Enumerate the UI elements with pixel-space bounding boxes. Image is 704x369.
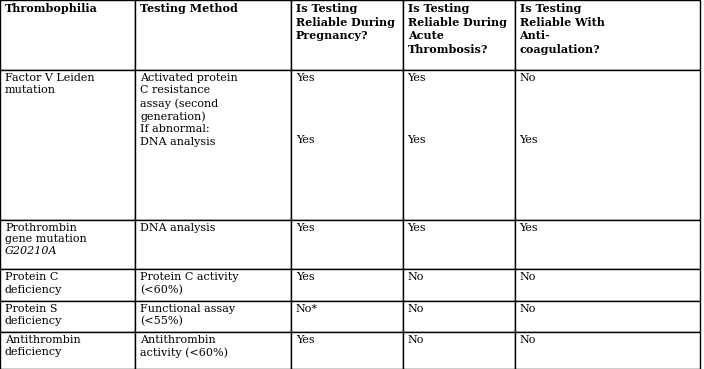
Bar: [515, 269, 700, 301]
Bar: [291, 301, 403, 332]
Bar: [515, 220, 700, 269]
Text: Is Testing
Reliable During
Pregnancy?: Is Testing Reliable During Pregnancy?: [296, 3, 395, 41]
Text: No: No: [408, 272, 424, 282]
Text: No*: No*: [296, 304, 318, 314]
Bar: [515, 0, 700, 70]
Bar: [0, 220, 135, 269]
Text: Antithrombin
activity (<60%): Antithrombin activity (<60%): [140, 335, 228, 358]
Text: Antithrombin
deficiency: Antithrombin deficiency: [5, 335, 81, 358]
Bar: [403, 332, 515, 369]
Bar: [403, 0, 515, 70]
Bar: [403, 269, 515, 301]
Bar: [0, 0, 135, 70]
Text: DNA analysis: DNA analysis: [140, 223, 215, 232]
Bar: [515, 301, 700, 332]
Text: No: No: [520, 304, 536, 314]
Text: G20210A: G20210A: [5, 246, 58, 256]
Text: Yes: Yes: [296, 272, 314, 282]
Text: Activated protein
C resistance
assay (second
generation)
If abnormal:
DNA analys: Activated protein C resistance assay (se…: [140, 73, 238, 146]
Text: No: No: [520, 272, 536, 282]
Bar: [291, 70, 403, 220]
Text: Is Testing
Reliable During
Acute
Thrombosis?: Is Testing Reliable During Acute Thrombo…: [408, 3, 507, 55]
Text: Protein C activity
(<60%): Protein C activity (<60%): [140, 272, 239, 295]
Text: Protein C
deficiency: Protein C deficiency: [5, 272, 62, 295]
Text: Prothrombin: Prothrombin: [5, 223, 77, 232]
Text: Yes: Yes: [520, 223, 538, 232]
Bar: [135, 269, 291, 301]
Text: Is Testing
Reliable With
Anti-
coagulation?: Is Testing Reliable With Anti- coagulati…: [520, 3, 605, 55]
Text: No: No: [408, 335, 424, 345]
Bar: [0, 269, 135, 301]
Bar: [135, 0, 291, 70]
Text: Thrombophilia: Thrombophilia: [5, 3, 98, 14]
Bar: [0, 70, 135, 220]
Text: Functional assay
(<55%): Functional assay (<55%): [140, 304, 235, 327]
Bar: [403, 70, 515, 220]
Bar: [291, 220, 403, 269]
Bar: [515, 70, 700, 220]
Bar: [135, 332, 291, 369]
Bar: [0, 332, 135, 369]
Text: Protein S
deficiency: Protein S deficiency: [5, 304, 62, 326]
Text: No




Yes: No Yes: [520, 73, 538, 145]
Text: Yes




Yes: Yes Yes: [408, 73, 426, 145]
Bar: [0, 301, 135, 332]
Bar: [291, 269, 403, 301]
Text: Yes: Yes: [296, 223, 314, 232]
Bar: [403, 301, 515, 332]
Bar: [291, 0, 403, 70]
Text: Yes




Yes: Yes Yes: [296, 73, 314, 145]
Text: gene mutation: gene mutation: [5, 234, 87, 244]
Bar: [135, 70, 291, 220]
Bar: [135, 301, 291, 332]
Bar: [291, 332, 403, 369]
Bar: [403, 220, 515, 269]
Bar: [515, 332, 700, 369]
Text: No: No: [408, 304, 424, 314]
Text: No: No: [520, 335, 536, 345]
Text: Factor V Leiden
mutation: Factor V Leiden mutation: [5, 73, 94, 96]
Text: Yes: Yes: [408, 223, 426, 232]
Text: Testing Method: Testing Method: [140, 3, 238, 14]
Text: Yes: Yes: [296, 335, 314, 345]
Bar: [135, 220, 291, 269]
